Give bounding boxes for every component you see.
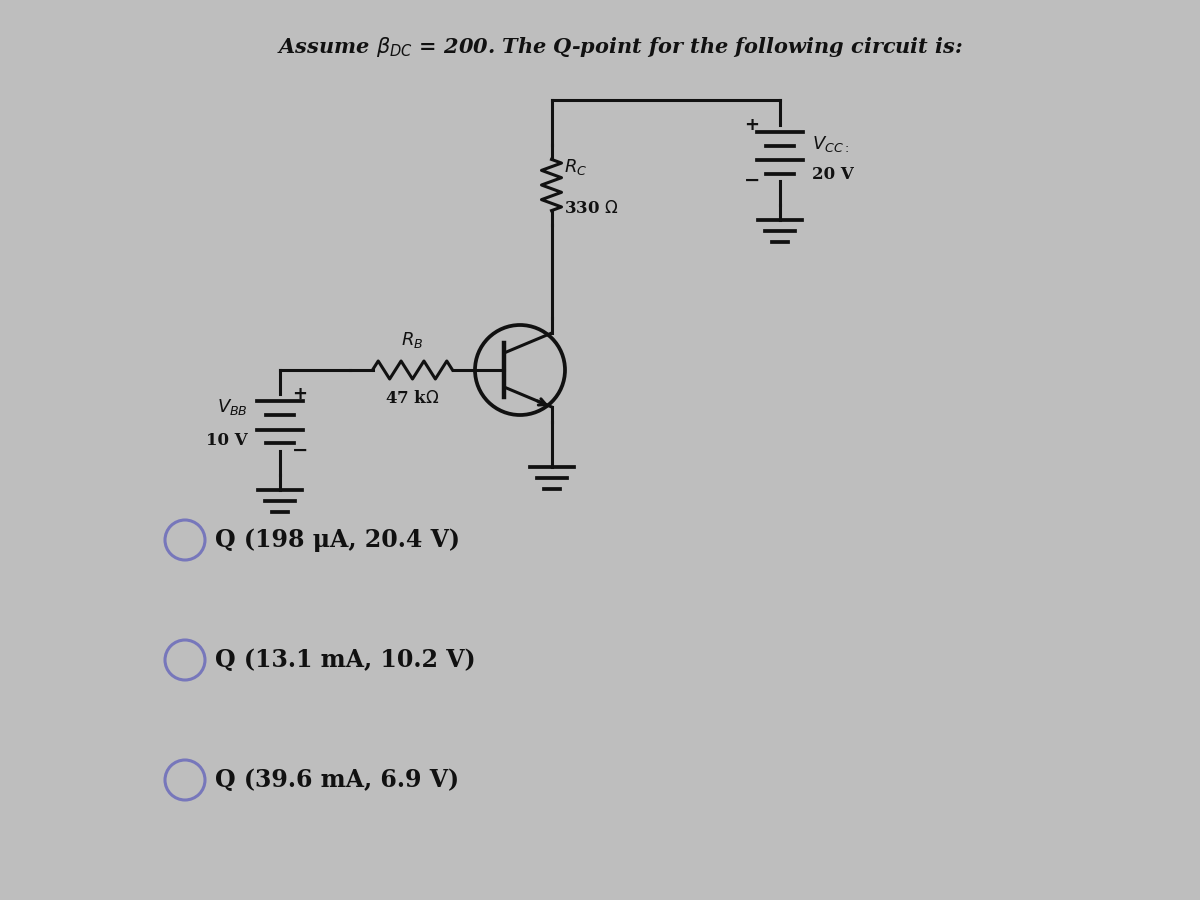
Text: +: + xyxy=(744,115,760,133)
Text: Q (198 μA, 20.4 V): Q (198 μA, 20.4 V) xyxy=(215,528,460,552)
Text: 10 V: 10 V xyxy=(206,432,248,449)
Text: +: + xyxy=(293,385,307,403)
Text: $R_C$: $R_C$ xyxy=(564,157,588,177)
Text: −: − xyxy=(744,171,760,190)
Text: 330 $\Omega$: 330 $\Omega$ xyxy=(564,200,619,217)
Text: 20 V: 20 V xyxy=(812,166,853,183)
Text: $R_B$: $R_B$ xyxy=(401,330,424,350)
Text: $V_{CC:}$: $V_{CC:}$ xyxy=(812,134,850,155)
Text: 47 k$\Omega$: 47 k$\Omega$ xyxy=(385,390,439,407)
Text: Assume $\beta_{DC}$ = 200. The Q-point for the following circuit is:: Assume $\beta_{DC}$ = 200. The Q-point f… xyxy=(277,35,964,59)
Text: −: − xyxy=(292,441,308,460)
Text: Q (39.6 mA, 6.9 V): Q (39.6 mA, 6.9 V) xyxy=(215,768,460,792)
Text: Q (13.1 mA, 10.2 V): Q (13.1 mA, 10.2 V) xyxy=(215,648,475,672)
Text: $V_{BB}$: $V_{BB}$ xyxy=(217,398,248,418)
